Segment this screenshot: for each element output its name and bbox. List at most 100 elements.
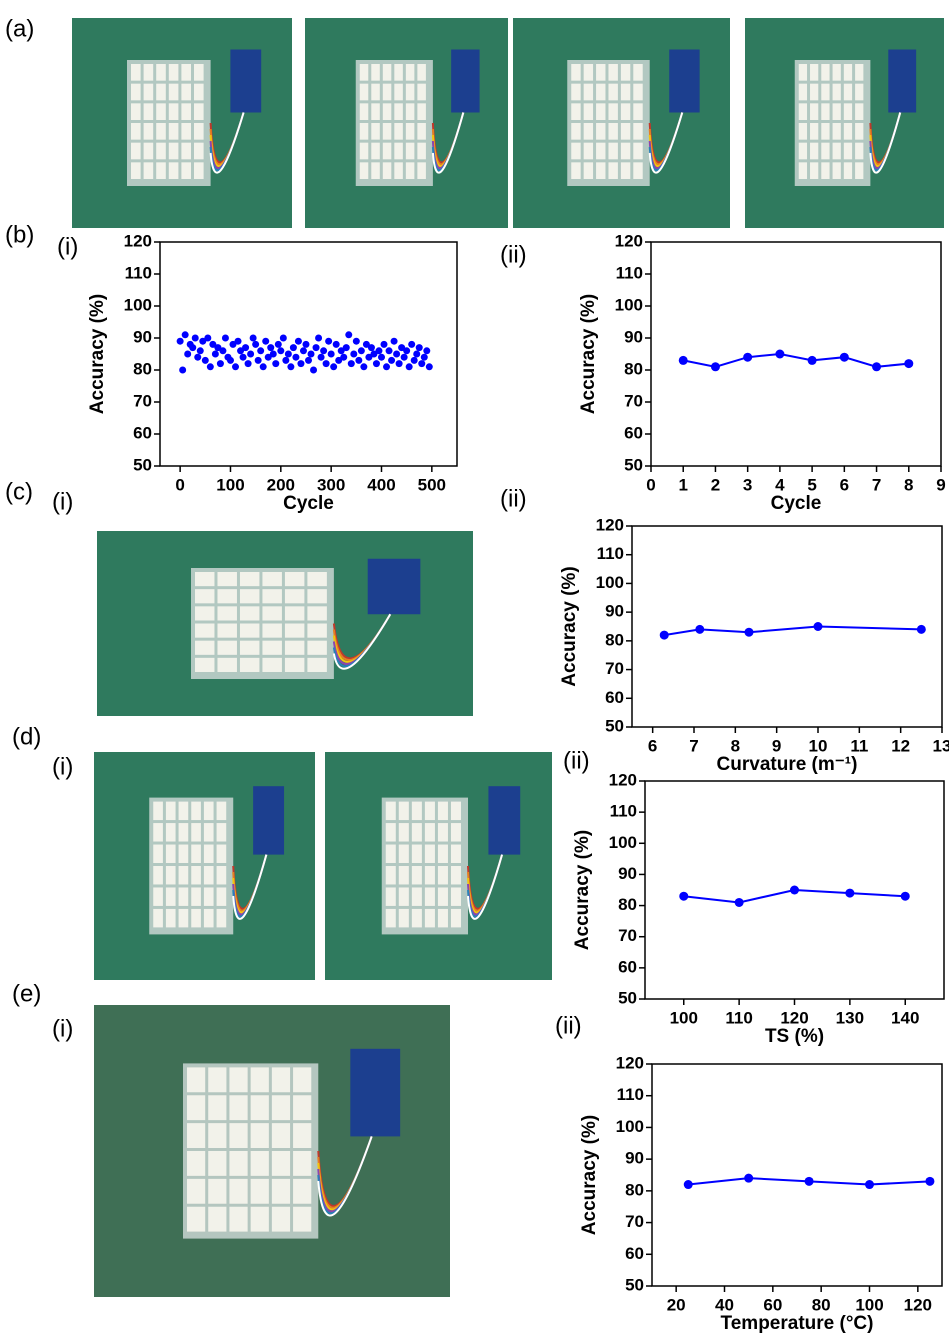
sensor-pad	[843, 162, 853, 179]
sensor-pad	[156, 103, 166, 120]
wire	[869, 112, 902, 174]
data-point	[242, 344, 250, 352]
data-point	[196, 347, 204, 355]
sensor-pad	[208, 1095, 227, 1121]
sensor-pad	[239, 623, 260, 638]
sensor-pad	[417, 83, 426, 101]
data-point	[845, 888, 855, 898]
sensor-pad	[208, 1067, 227, 1093]
sensor-pad	[284, 606, 305, 621]
y-tick-label: 90	[133, 327, 152, 346]
sensor-pad	[437, 887, 448, 906]
data-point	[312, 344, 320, 352]
sensor-pad	[284, 572, 305, 587]
sensor-pad	[168, 142, 179, 160]
data-point	[415, 344, 423, 352]
x-tick-label: 5	[807, 475, 816, 494]
sensor-pad	[417, 64, 426, 81]
data-point	[925, 1176, 935, 1186]
sensor-pad	[143, 142, 154, 160]
x-tick-label: 9	[772, 736, 781, 755]
sensor-pad	[359, 64, 369, 81]
data-point	[335, 356, 343, 364]
sensor-pad	[203, 908, 214, 928]
sensor-pad	[411, 844, 422, 863]
sensor-pad	[203, 823, 214, 842]
sensor-pad	[821, 123, 830, 140]
data-point	[813, 622, 823, 631]
data-point	[395, 360, 403, 368]
sensor-pad	[424, 801, 435, 821]
sensor-pad	[293, 1123, 312, 1148]
photo	[513, 18, 730, 228]
data-point	[194, 353, 202, 361]
data-point	[219, 347, 227, 355]
data-point	[214, 344, 222, 352]
sensor-pad	[398, 908, 409, 928]
sensor-pad	[608, 64, 618, 81]
sensor-pad	[405, 142, 415, 160]
sensor-pad	[293, 1206, 312, 1232]
data-point	[254, 356, 262, 364]
sensor-pad	[131, 83, 141, 101]
sensor-pad	[239, 657, 260, 672]
sensor-pad	[437, 823, 448, 842]
data-point	[269, 350, 277, 358]
sensor-pad	[394, 162, 403, 179]
sensor-pad	[571, 83, 581, 101]
sensor-pad	[832, 64, 841, 81]
sensor-pad	[187, 1151, 206, 1176]
sensor-pad	[229, 1206, 248, 1232]
sensor-pad	[417, 162, 426, 179]
data-point	[839, 352, 849, 362]
data-point	[267, 344, 275, 352]
x-tick-label: 8	[904, 475, 913, 494]
sensor-pad	[620, 162, 631, 179]
data-point	[425, 363, 433, 371]
y-tick-label: 100	[615, 295, 643, 314]
sensor-pad	[394, 123, 403, 140]
data-point	[206, 363, 214, 371]
sensor-pad	[411, 887, 422, 906]
plot-frame	[650, 241, 942, 467]
sensor-pad	[571, 142, 581, 160]
sensor-pad	[168, 64, 179, 81]
sensor-pad	[168, 103, 179, 120]
sensor-pad	[217, 606, 237, 621]
data-point	[191, 334, 199, 342]
sensor-pad	[398, 866, 409, 885]
data-point	[184, 350, 192, 358]
sensor-pad	[855, 162, 864, 179]
sensor-pad	[203, 801, 214, 821]
y-tick-label: 50	[605, 716, 624, 735]
data-point	[262, 337, 270, 345]
x-tick-label: 7	[872, 475, 881, 494]
sensor-pad	[583, 83, 594, 101]
sensor-pad	[194, 83, 204, 101]
x-tick-label: 9	[936, 475, 945, 494]
data-point	[385, 347, 393, 355]
sensor-pad	[398, 844, 409, 863]
sensor-pad	[385, 887, 396, 906]
y-axis-label: Accuracy (%)	[559, 566, 580, 686]
sensor-pad	[131, 162, 141, 179]
sensor-pad	[195, 623, 215, 638]
sensor-pad	[262, 623, 282, 638]
sensor-pad	[165, 823, 176, 842]
sensor-pad	[424, 823, 435, 842]
sensor-pad	[284, 623, 305, 638]
data-point	[297, 360, 305, 368]
y-tick-label: 70	[133, 391, 152, 410]
sensor-pad	[239, 606, 260, 621]
sensor-pad	[620, 123, 631, 140]
sensor-pad	[208, 1178, 227, 1204]
y-tick-label: 120	[124, 231, 152, 250]
sensor-pad	[156, 64, 166, 81]
data-point	[775, 349, 785, 359]
sensor-pad	[821, 162, 830, 179]
sensor-pad	[250, 1123, 269, 1148]
sensor-pad	[191, 801, 201, 821]
sensor-pad	[178, 844, 189, 863]
x-tick-label: 1	[678, 475, 687, 494]
sensor-pad	[293, 1151, 312, 1176]
